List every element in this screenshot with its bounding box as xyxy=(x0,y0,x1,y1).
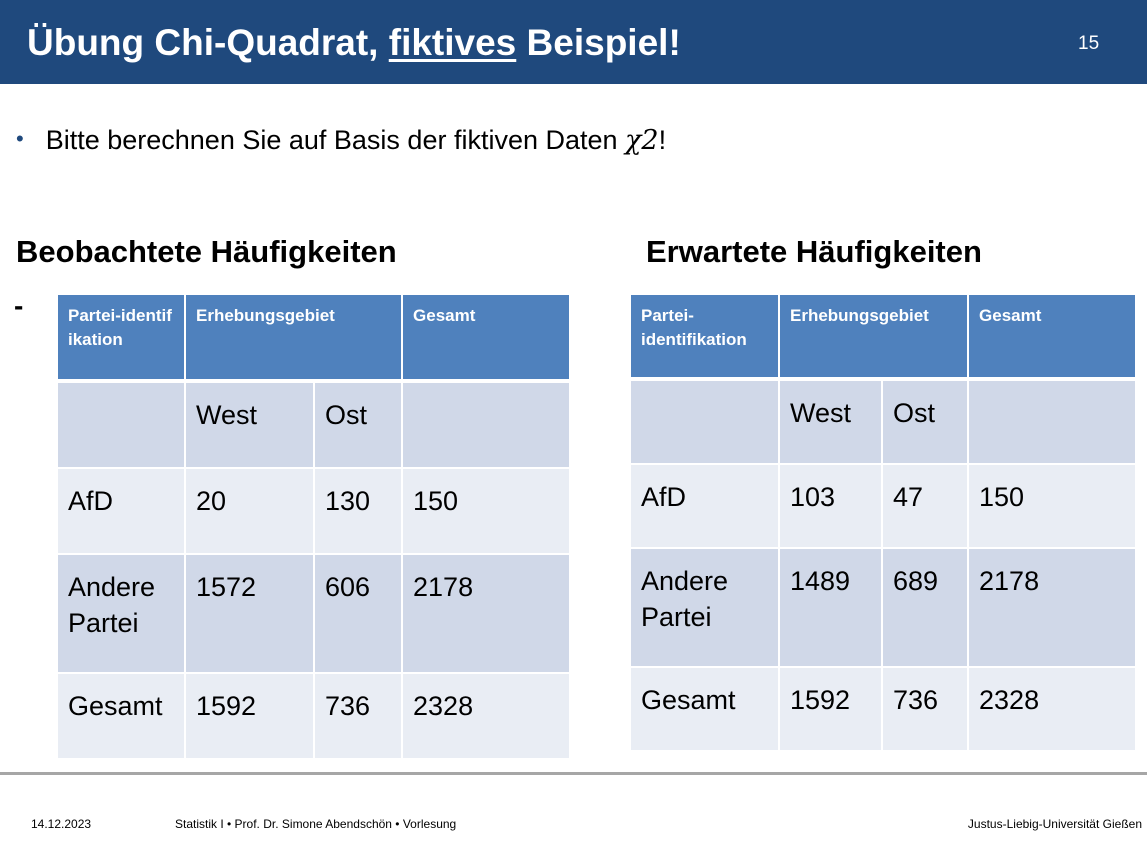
slide-title: Übung Chi-Quadrat, fiktives Beispiel! xyxy=(27,20,681,66)
table-cell: 103 xyxy=(780,465,883,549)
table-cell: 2178 xyxy=(403,555,570,674)
bullet-marker: • xyxy=(16,126,24,151)
table-cell: 689 xyxy=(883,549,970,668)
header-cell: Erhebungsgebiet xyxy=(780,295,970,381)
table-cell: 736 xyxy=(883,668,970,752)
header-cell: Gesamt xyxy=(403,295,570,383)
table-cell: Gesamt xyxy=(58,674,186,760)
table-cell: Gesamt xyxy=(631,668,780,752)
table-row: Gesamt 1592 736 2328 xyxy=(58,674,570,760)
table-cell: 1592 xyxy=(780,668,883,752)
dash-marker: - xyxy=(14,290,24,321)
table-cell: 20 xyxy=(186,469,315,555)
table-subheader-row: West Ost xyxy=(58,383,570,469)
observed-table: Partei-identifikation Erhebungsgebiet Ge… xyxy=(58,295,570,760)
table-cell: 736 xyxy=(315,674,404,760)
table-cell: 2328 xyxy=(969,668,1136,752)
header-cell: Gesamt xyxy=(969,295,1136,381)
title-text-2: Beispiel! xyxy=(516,22,681,63)
table-cell: 150 xyxy=(403,469,570,555)
table-cell: West xyxy=(186,383,315,469)
table-cell: 1592 xyxy=(186,674,315,760)
table-row: Andere Partei 1489 689 2178 xyxy=(631,549,1136,668)
chi-square-symbol: χ2 xyxy=(625,125,659,156)
table-cell xyxy=(631,381,780,465)
footer-date: 14.12.2023 xyxy=(31,817,92,831)
table-cell: Ost xyxy=(315,383,404,469)
table-cell: AfD xyxy=(631,465,780,549)
table-cell xyxy=(969,381,1136,465)
title-bar: Übung Chi-Quadrat, fiktives Beispiel! 15 xyxy=(0,0,1147,84)
table-cell: Ost xyxy=(883,381,970,465)
expected-table: Partei-identifikation Erhebungsgebiet Ge… xyxy=(631,295,1136,752)
table-cell: West xyxy=(780,381,883,465)
table-header-row: Partei-identifikation Erhebungsgebiet Ge… xyxy=(58,295,570,383)
instruction-bullet: • Bitte berechnen Sie auf Basis der fikti… xyxy=(16,125,666,156)
bullet-suffix: ! xyxy=(658,125,667,155)
table-cell xyxy=(403,383,570,469)
table-cell: 606 xyxy=(315,555,404,674)
table-row: AfD 20 130 150 xyxy=(58,469,570,555)
table-cell: AfD xyxy=(58,469,186,555)
table-cell: 150 xyxy=(969,465,1136,549)
footer-divider xyxy=(0,772,1147,775)
table-cell: 2328 xyxy=(403,674,570,760)
table-cell: Andere Partei xyxy=(58,555,186,674)
expected-heading: Erwartete Häufigkeiten xyxy=(646,234,982,269)
header-cell: Partei-identifikation xyxy=(631,295,780,381)
title-text-1: Übung Chi-Quadrat, xyxy=(27,22,389,63)
title-underlined-word: fiktives xyxy=(388,22,517,63)
header-cell: Partei-identifikation xyxy=(58,295,186,383)
table-row: Andere Partei 1572 606 2178 xyxy=(58,555,570,674)
observed-heading: Beobachtete Häufigkeiten xyxy=(16,234,397,269)
footer-course: Statistik I • Prof. Dr. Simone Abendschö… xyxy=(175,817,457,831)
bullet-text: Bitte berechnen Sie auf Basis der fiktiv… xyxy=(45,125,626,155)
table-cell: 47 xyxy=(883,465,970,549)
table-cell: Andere Partei xyxy=(631,549,780,668)
table-cell: 2178 xyxy=(969,549,1136,668)
table-cell: 1572 xyxy=(186,555,315,674)
header-cell: Erhebungsgebiet xyxy=(186,295,404,383)
page-number: 15 xyxy=(1078,33,1100,54)
table-header-row: Partei-identifikation Erhebungsgebiet Ge… xyxy=(631,295,1136,381)
table-row: AfD 103 47 150 xyxy=(631,465,1136,549)
table-subheader-row: West Ost xyxy=(631,381,1136,465)
footer-university: Justus-Liebig-Universität Gießen xyxy=(967,817,1142,831)
table-cell xyxy=(58,383,186,469)
table-cell: 1489 xyxy=(780,549,883,668)
table-cell: 130 xyxy=(315,469,404,555)
table-row: Gesamt 1592 736 2328 xyxy=(631,668,1136,752)
